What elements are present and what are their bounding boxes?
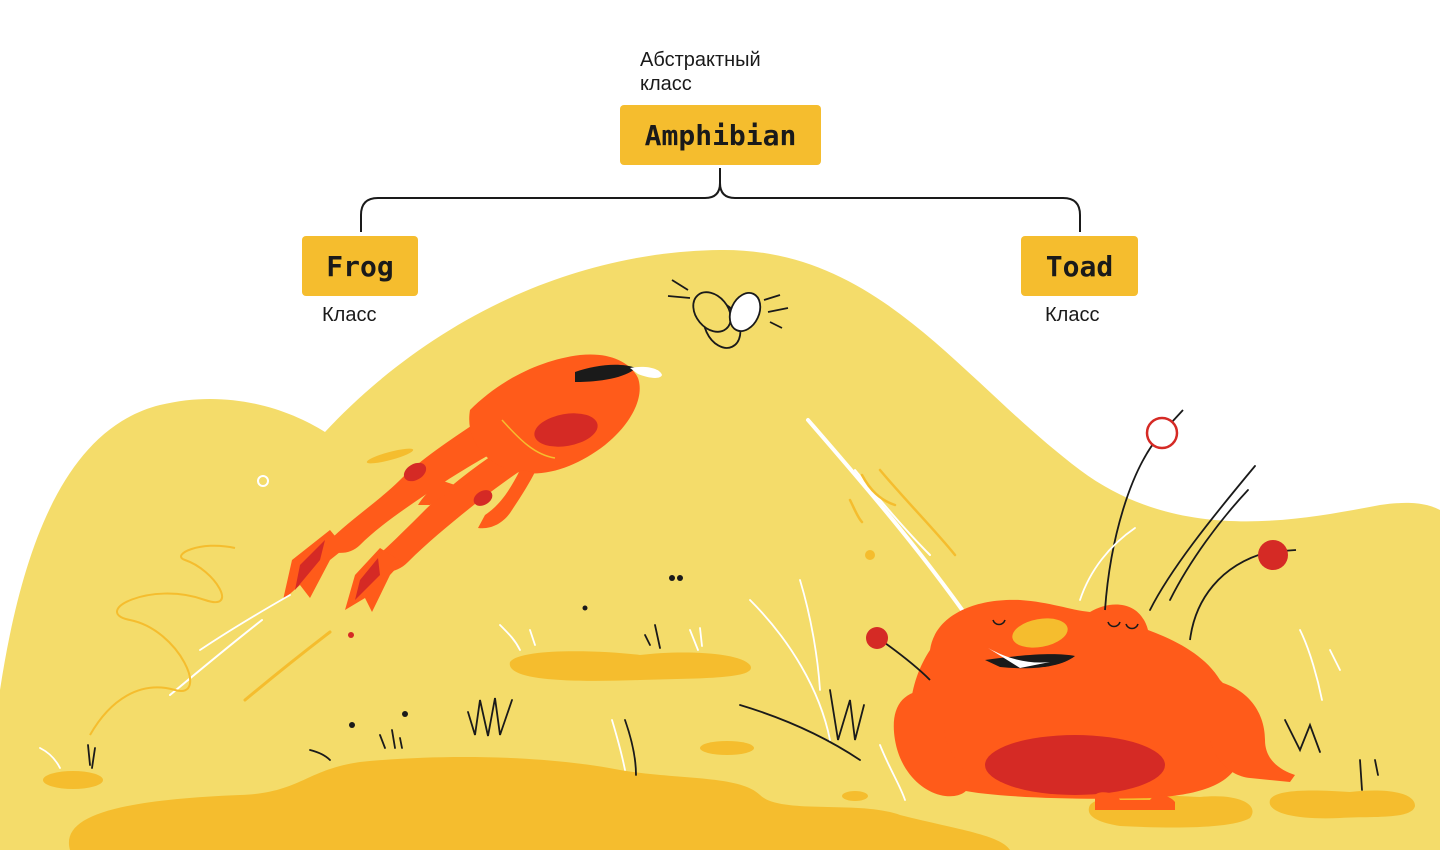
flower-red-right [1258,540,1288,570]
abstract-class-caption: Абстрактный класс [640,48,761,96]
jumping-frog [283,354,662,612]
puddle-small-center [700,741,754,755]
toad-class-name: Toad [1045,249,1114,283]
abstract-caption-line1: Абстрактный [640,49,761,71]
bubble [257,475,269,487]
tiny-flies [349,575,683,728]
puddle-right [1269,790,1415,819]
frog-class-box: Frog [302,236,418,296]
fly [667,279,789,349]
abstract-caption-line2: класс [640,73,692,95]
puddle-tiny [842,791,868,801]
toad-class-box: Toad [1021,236,1138,296]
dot-yellow [865,550,875,560]
sitting-toad [893,599,1295,810]
flower-ring [1145,416,1179,450]
frog-class-caption: Класс [322,304,377,326]
puddle-main [68,756,1010,850]
amphibian-class-box: Amphibian [620,105,821,165]
amphibian-class-name: Amphibian [644,118,797,152]
puddle-mid [509,651,751,681]
flower-red-left [866,627,888,649]
dot [348,632,354,638]
trail-squiggle [89,544,236,736]
leaf-left [366,448,414,464]
frog-class-name: Frog [326,249,394,283]
grass [39,465,1379,801]
toad-class-caption: Класс [1045,304,1100,326]
hierarchy-connector [360,168,1081,232]
puddle-small-left [43,771,103,789]
